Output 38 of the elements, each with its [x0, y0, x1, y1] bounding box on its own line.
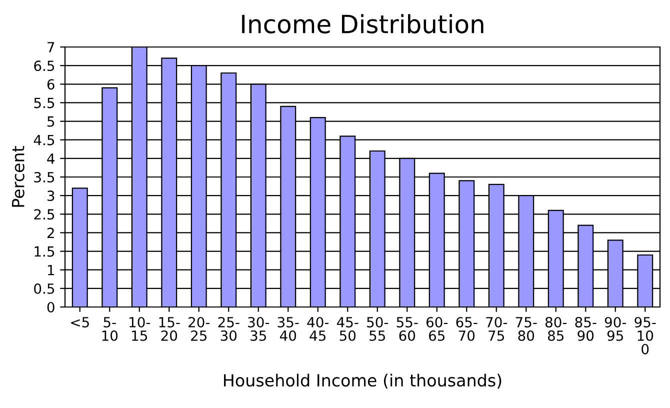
- y-tick-label: 6: [47, 79, 54, 90]
- y-tick-label: 3.5: [34, 172, 54, 182]
- y-tick-label: 7: [48, 42, 54, 52]
- x-tick-label: 55-60: [396, 317, 418, 341]
- x-tick-label: <5: [71, 317, 89, 328]
- x-tick-label: 20-25: [188, 316, 210, 341]
- y-tick-label: 1: [48, 265, 54, 276]
- y-tick-label: 4.5: [34, 135, 54, 146]
- x-tick-label: 85-90: [575, 316, 596, 341]
- y-tick-label: 2.5: [34, 209, 54, 220]
- x-tick-label: 60-65: [426, 316, 448, 341]
- y-tick-label: 6.5: [34, 60, 54, 72]
- x-tick-label: 25-30: [218, 316, 240, 341]
- x-tick-label: 45-50: [336, 317, 358, 341]
- x-tick-label: 80-85: [545, 316, 567, 341]
- chart-title: Income Distribution: [242, 14, 484, 34]
- x-tick-label: 10-15: [130, 316, 150, 341]
- x-tick-label: 90-95: [604, 316, 626, 341]
- x-tick-label: 75-80: [516, 317, 537, 341]
- x-tick-label: 5-10: [102, 317, 118, 341]
- x-tick-label: 65-70: [456, 316, 478, 341]
- x-tick-label: 35-40: [278, 316, 299, 341]
- y-axis-title: Percent: [12, 146, 24, 207]
- y-tick-label: 2: [47, 228, 54, 238]
- x-tick-label: 95-100: [634, 316, 656, 354]
- y-tick-label: 4: [47, 154, 54, 164]
- y-tick-label: 3: [48, 190, 54, 202]
- x-tick-label: 15-20: [159, 317, 180, 341]
- y-tick-label: 5: [48, 116, 54, 127]
- x-tick-label: 70-75: [486, 316, 508, 341]
- y-tick-label: 0.5: [34, 283, 54, 294]
- x-tick-label: 50-55: [367, 316, 388, 341]
- y-tick-label: 5.5: [34, 98, 54, 108]
- y-tick-label: 0: [47, 302, 54, 312]
- x-tick-label: 40-45: [307, 316, 329, 341]
- y-tick-label: 1.5: [34, 246, 54, 257]
- x-axis-title: Household Income (in thousands): [224, 374, 502, 389]
- x-tick-label: 30-35: [248, 316, 270, 341]
